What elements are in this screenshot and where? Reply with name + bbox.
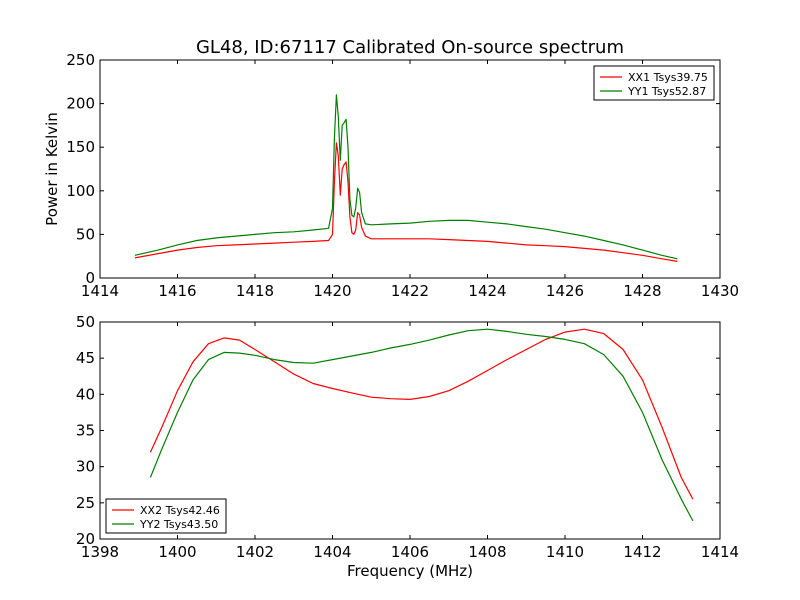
- y-tick-label: 50: [76, 313, 95, 331]
- legend-box: [593, 65, 715, 101]
- y-tick-label: 20: [76, 530, 95, 548]
- x-tick-label: 1408: [468, 543, 506, 561]
- x-tick-label: 1406: [391, 543, 429, 561]
- series-line-0-1: [134, 94, 678, 260]
- series-line-1-0: [149, 328, 694, 500]
- series-line-1-1: [149, 328, 694, 522]
- x-tick-label: 1398: [81, 543, 119, 561]
- x-tick-label: 1410: [546, 543, 584, 561]
- x-tick-label: 1414: [81, 282, 119, 300]
- y-tick-label: 0: [85, 269, 95, 287]
- x-tick-label: 1420: [313, 282, 351, 300]
- y-tick-label: 25: [76, 494, 95, 512]
- x-tick-label: 1424: [468, 282, 506, 300]
- x-tick-label: 1426: [546, 282, 584, 300]
- x-tick-label: 1428: [623, 282, 661, 300]
- bottom-plot: 1398 1400 1402 1404 1406 1408 1410 1412 1414 20 25…: [76, 313, 739, 580]
- y-tick-label: 50: [76, 225, 95, 243]
- y-tick-label: 250: [66, 51, 95, 69]
- y-tick-label: 45: [76, 349, 95, 367]
- x-tick-label: 1404: [313, 543, 351, 561]
- x-tick-label: 1400: [158, 543, 196, 561]
- y-tick-label: 30: [76, 458, 95, 476]
- x-tick-label: 1418: [236, 282, 274, 300]
- y-tick-label: 150: [66, 138, 95, 156]
- top-plot: 1414 1416 1418 1420 1422 1424 1426 1428 1430 0 50 1…: [43, 51, 739, 300]
- y-axis-label: Power in Kelvin: [43, 112, 61, 226]
- legend-entry: YY2 Tsys43.50: [139, 518, 218, 531]
- y-tick-label: 35: [76, 422, 95, 440]
- x-tick-label: 1430: [701, 282, 739, 300]
- x-tick-label: 1422: [391, 282, 429, 300]
- x-tick-label: 1414: [701, 543, 739, 561]
- legend-entry: XX1 Tsys39.75: [628, 71, 708, 84]
- legend-entry: XX2 Tsys42.46: [140, 504, 220, 517]
- x-tick-label: 1402: [236, 543, 274, 561]
- x-axis-label: Frequency (MHz): [347, 562, 473, 580]
- x-tick-label: 1416: [158, 282, 196, 300]
- figure-title: GL48, ID:67117 Calibrated On-source spec…: [196, 37, 624, 58]
- y-tick-label: 100: [66, 182, 95, 200]
- legend-box: [105, 498, 227, 534]
- x-tick-label: 1412: [623, 543, 661, 561]
- y-tick-label: 40: [76, 385, 95, 403]
- series-line-0-0: [134, 142, 678, 262]
- y-tick-label: 200: [66, 95, 95, 113]
- legend-entry: YY1 Tsys52.87: [627, 85, 706, 98]
